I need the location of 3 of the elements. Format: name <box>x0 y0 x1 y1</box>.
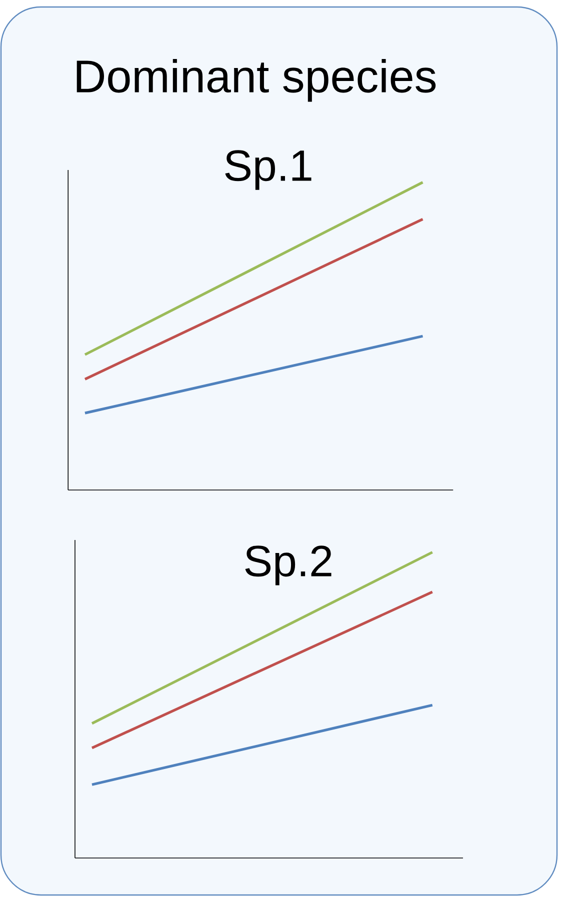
chart-title: Dominant species <box>76 59 436 102</box>
chart-subtitle: Sp.1 <box>225 150 312 190</box>
chart-title: Sp.2 <box>245 546 332 586</box>
